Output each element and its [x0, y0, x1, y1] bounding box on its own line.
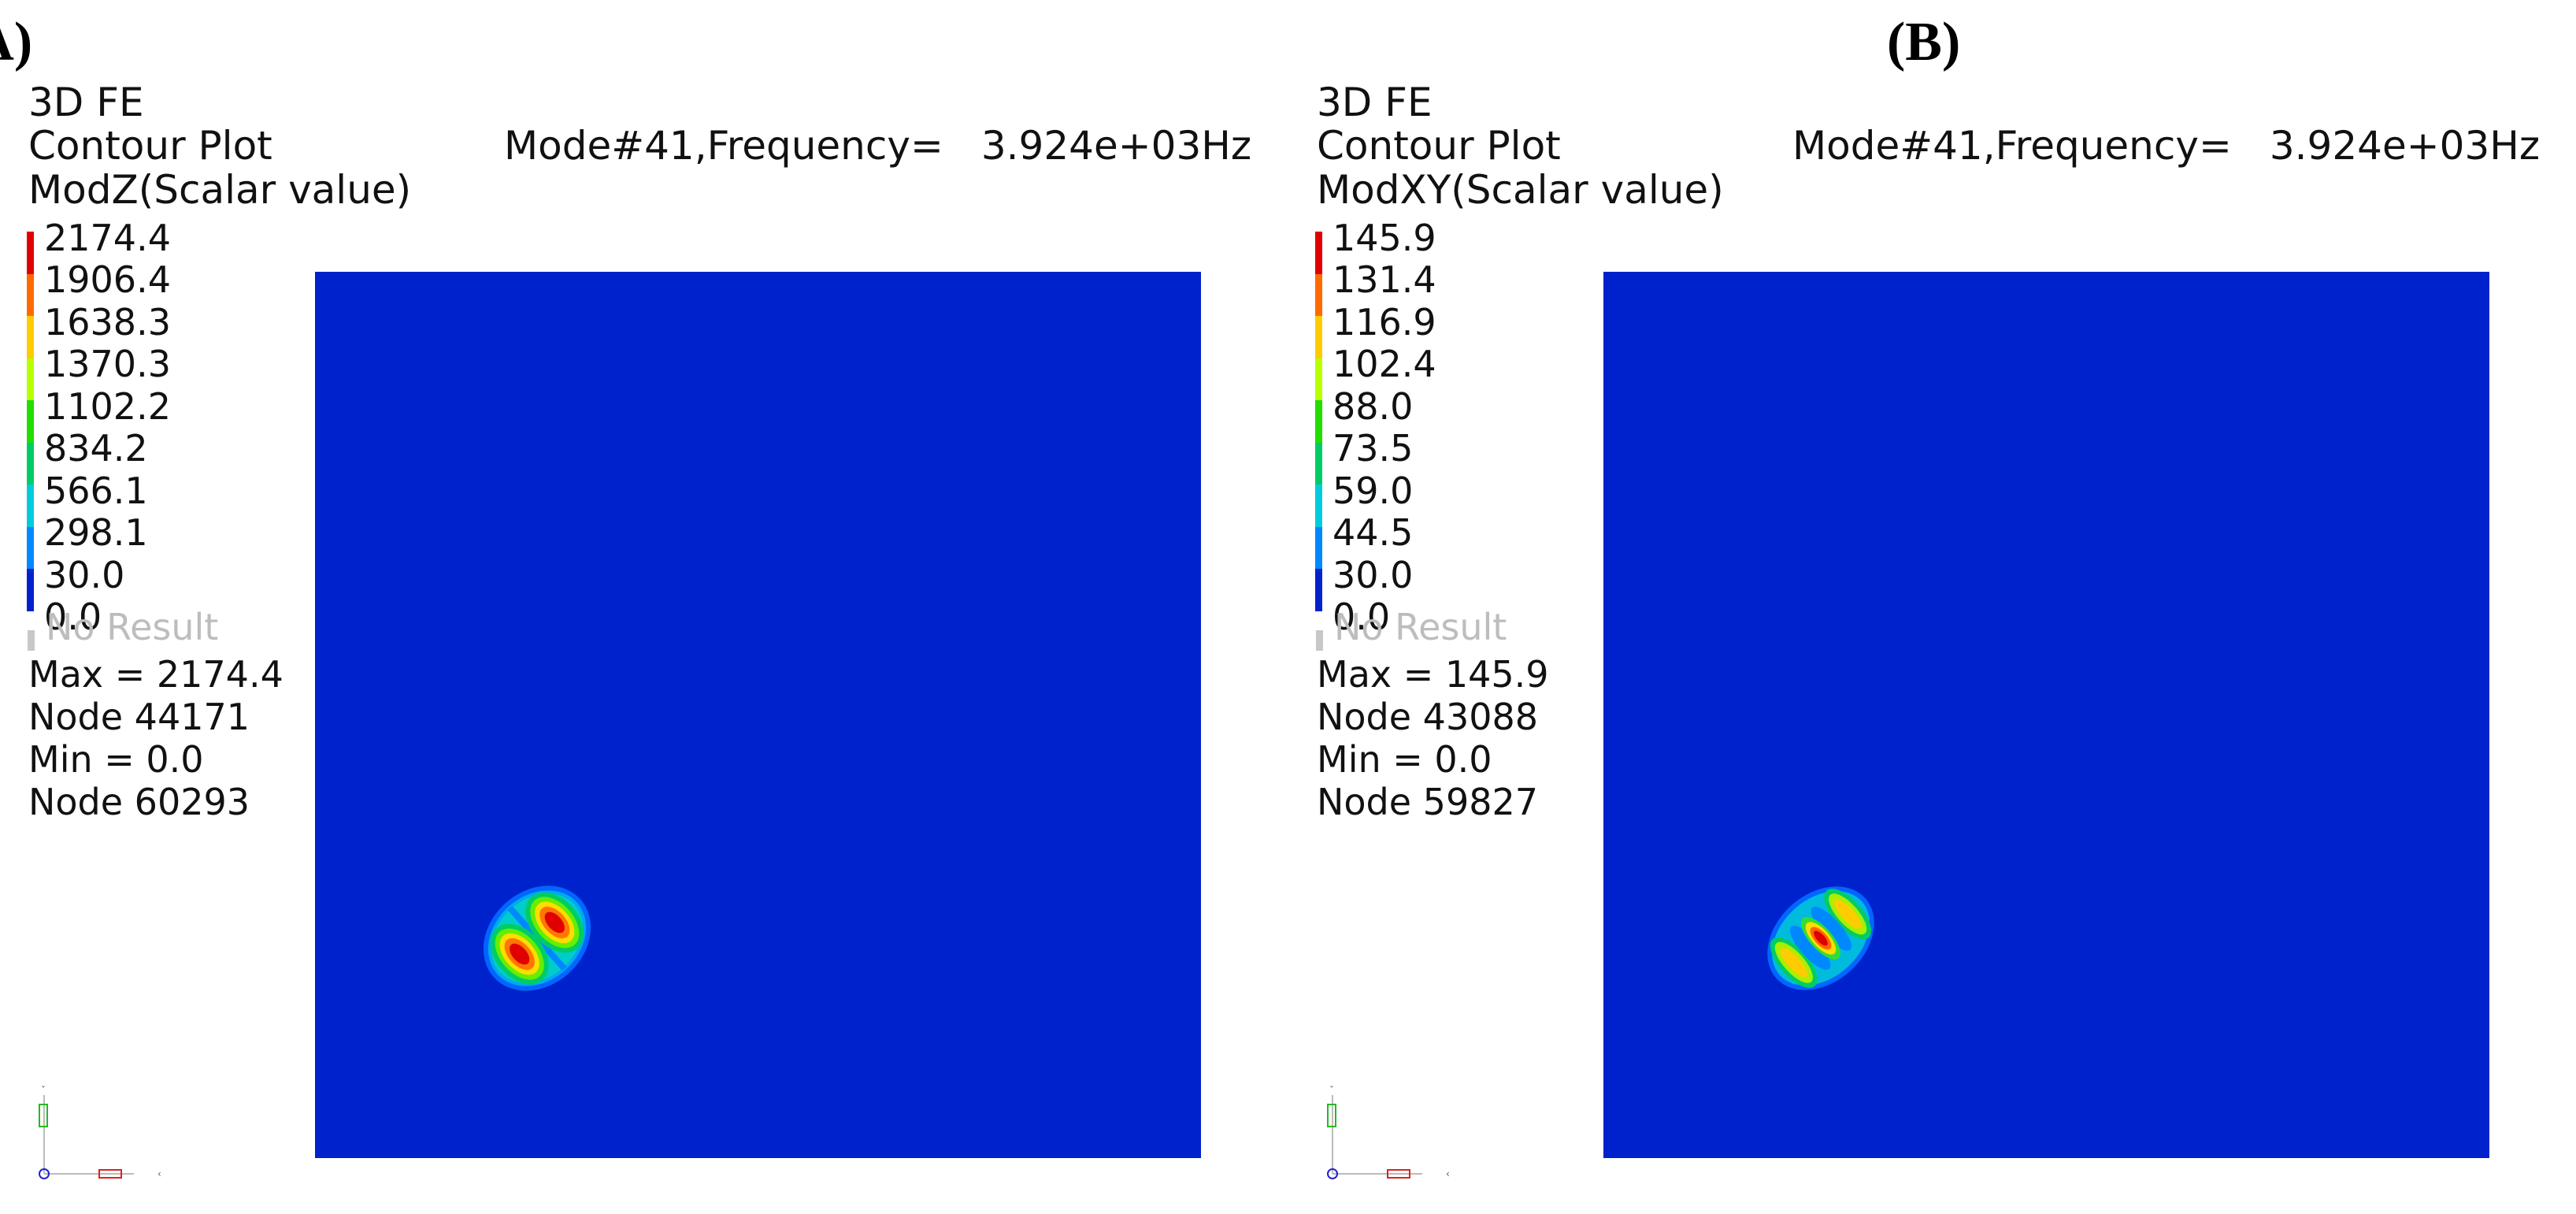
legend-value: 1102.2: [44, 385, 171, 428]
legend-value: 59.0: [1332, 470, 1414, 512]
contour-spot: [483, 885, 591, 991]
svg-text:‹: ‹: [1446, 1168, 1450, 1179]
min-node: Node 60293: [28, 781, 250, 823]
panel-b: (B) 3D FE Contour Plot ModXY(Scalar valu…: [1288, 0, 2576, 1214]
min-node: Node 59827: [1317, 781, 1539, 823]
legend-swatch: [27, 273, 34, 316]
legend-swatch: [27, 358, 34, 400]
legend-swatch: [1315, 400, 1322, 443]
plot-type-label: Contour Plot: [1317, 123, 1561, 169]
legend-swatch: [27, 316, 34, 358]
legend-swatch: [1315, 569, 1322, 611]
max-node: Node 43088: [1317, 696, 1539, 738]
min-value: Min = 0.0: [28, 738, 204, 781]
axis-triad-icon: ˇ ‹: [39, 1085, 161, 1179]
panel-label: (A): [0, 12, 33, 72]
contour-plate: [1603, 272, 2489, 1158]
legend-value: 298.1: [44, 511, 148, 554]
legend-swatch: [27, 484, 34, 527]
mode-frequency: Mode#41,Frequency= 3.924e+03Hz: [504, 124, 1251, 168]
legend-swatch: [1315, 526, 1322, 569]
no-result-label: No Result: [1334, 606, 1507, 648]
svg-text:ˇ: ˇ: [1329, 1085, 1334, 1096]
max-value: Max = 145.9: [1317, 653, 1549, 696]
legend-value: 102.4: [1332, 343, 1436, 385]
legend-swatch: [27, 526, 34, 569]
legend-value: 1638.3: [44, 301, 171, 343]
legend-value: 30.0: [44, 554, 125, 596]
no-result-label: No Result: [46, 606, 219, 648]
legend-value: 88.0: [1332, 385, 1414, 428]
legend-color-bar: [27, 232, 34, 611]
contour-spot: [1767, 886, 1874, 990]
legend-value: 30.0: [1332, 554, 1414, 596]
no-result-swatch: [28, 630, 35, 651]
legend-value: 2174.4: [44, 217, 171, 259]
contour-plate: [315, 272, 1201, 1158]
legend-value: 145.9: [1332, 217, 1436, 259]
result-type-label: ModZ(Scalar value): [28, 167, 412, 213]
svg-text:ˇ: ˇ: [41, 1085, 46, 1096]
result-type-label: ModXY(Scalar value): [1317, 167, 1724, 213]
svg-text:‹: ‹: [158, 1168, 161, 1179]
legend-swatch: [27, 232, 34, 274]
legend-value: 116.9: [1332, 301, 1436, 343]
legend-swatch: [1315, 442, 1322, 484]
legend-swatch: [27, 442, 34, 484]
mode-label: Mode#41,Frequency=: [1792, 123, 2232, 169]
legend-value: 1906.4: [44, 258, 171, 301]
plot-type-label: Contour Plot: [28, 123, 272, 169]
axis-triad-icon: ˇ ‹: [1327, 1085, 1450, 1179]
frequency-value: 3.924e+03Hz: [2269, 123, 2541, 169]
mode-frequency: Mode#41,Frequency= 3.924e+03Hz: [1792, 124, 2540, 168]
legend-swatch: [27, 569, 34, 611]
legend-swatch: [1315, 358, 1322, 400]
legend-value: 0.0: [1332, 596, 1391, 638]
max-value: Max = 2174.4: [28, 653, 284, 696]
legend-value: 566.1: [44, 470, 148, 512]
legend-swatch: [27, 400, 34, 443]
legend-swatch: [1315, 232, 1322, 274]
legend-value: 1370.3: [44, 343, 171, 385]
min-value: Min = 0.0: [1317, 738, 1492, 781]
solver-label: 3D FE: [1317, 80, 1433, 125]
mode-label: Mode#41,Frequency=: [504, 123, 943, 169]
legend-swatch: [1315, 484, 1322, 527]
legend-color-bar: [1315, 232, 1322, 611]
legend-swatch: [1315, 316, 1322, 358]
legend-value: 44.5: [1332, 511, 1414, 554]
legend-value: 131.4: [1332, 258, 1436, 301]
legend-value: 73.5: [1332, 427, 1414, 470]
panel-a: (A) 3D FE Contour Plot ModZ(Scalar value…: [0, 12, 1251, 1179]
frequency-value: 3.924e+03Hz: [980, 123, 1252, 169]
no-result-swatch: [1316, 630, 1323, 651]
solver-label: 3D FE: [28, 80, 144, 125]
legend-swatch: [1315, 273, 1322, 316]
legend-value: 0.0: [44, 596, 102, 638]
max-node: Node 44171: [28, 696, 250, 738]
panel-label: (B): [1887, 12, 1961, 72]
legend-value: 834.2: [44, 427, 148, 470]
